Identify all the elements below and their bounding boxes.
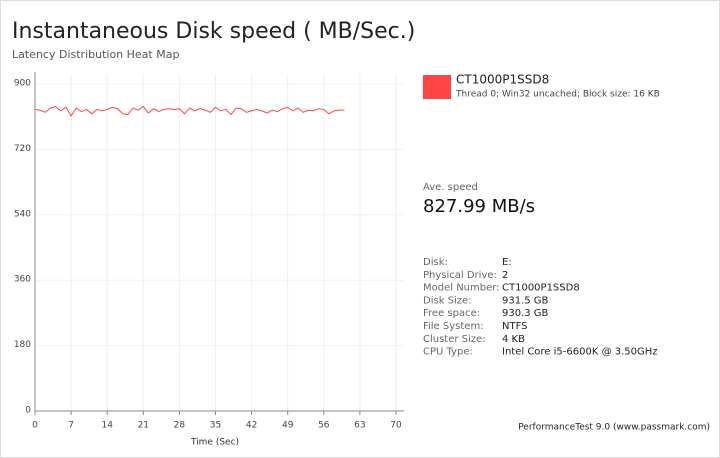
- x-tick-label: 7: [68, 421, 74, 431]
- x-tick-label: 14: [101, 421, 113, 431]
- x-tick-label: 49: [282, 421, 294, 431]
- legend-label: CT1000P1SSD8: [456, 73, 549, 87]
- detail-label: Cluster Size:: [423, 334, 486, 345]
- detail-label: Physical Drive:: [423, 270, 497, 281]
- average-label: Ave. speed: [423, 182, 478, 193]
- detail-value: CT1000P1SSD8: [502, 283, 580, 294]
- y-tick-label: 0: [25, 406, 31, 416]
- legend-subtitle: Thread 0; Win32 uncached; Block size: 16…: [455, 90, 660, 100]
- y-tick-label: 720: [14, 144, 31, 154]
- chart-title: Instantaneous Disk speed ( MB/Sec.): [12, 19, 415, 44]
- x-tick-label: 42: [246, 421, 257, 431]
- x-tick-label: 63: [354, 421, 365, 431]
- legend-swatch: [423, 75, 451, 99]
- y-tick-label: 540: [14, 209, 31, 219]
- x-tick-label: 56: [318, 421, 330, 431]
- chart-subtitle: Latency Distribution Heat Map: [12, 48, 179, 61]
- detail-label: File System:: [423, 321, 484, 332]
- detail-value: 930.3 GB: [502, 308, 549, 319]
- detail-value: E:: [502, 257, 512, 268]
- detail-value: 4 KB: [502, 334, 525, 345]
- average-value: 827.99 MB/s: [423, 196, 535, 217]
- x-tick-label: 28: [174, 421, 186, 431]
- x-tick-label: 70: [390, 421, 402, 431]
- series-line: [34, 105, 345, 117]
- y-tick-label: 180: [14, 340, 31, 350]
- detail-value: Intel Core i5-6600K @ 3.50GHz: [502, 347, 658, 358]
- detail-value: 2: [502, 270, 508, 281]
- detail-value: 931.5 GB: [502, 295, 549, 306]
- y-tick-label: 360: [14, 275, 31, 285]
- detail-value: NTFS: [502, 321, 528, 332]
- detail-label: Disk:: [423, 257, 448, 268]
- detail-label: CPU Type:: [423, 347, 473, 358]
- x-tick-label: 35: [210, 421, 221, 431]
- x-tick-label: 21: [138, 421, 149, 431]
- footer: PerformanceTest 9.0 (www.passmark.com): [518, 423, 710, 433]
- detail-label: Disk Size:: [423, 295, 472, 306]
- detail-label: Model Number:: [423, 283, 500, 294]
- x-tick-label: 0: [32, 421, 38, 431]
- y-tick-label: 900: [14, 79, 31, 89]
- x-axis-label: Time (Sec): [190, 438, 239, 448]
- detail-label: Free space:: [423, 308, 480, 319]
